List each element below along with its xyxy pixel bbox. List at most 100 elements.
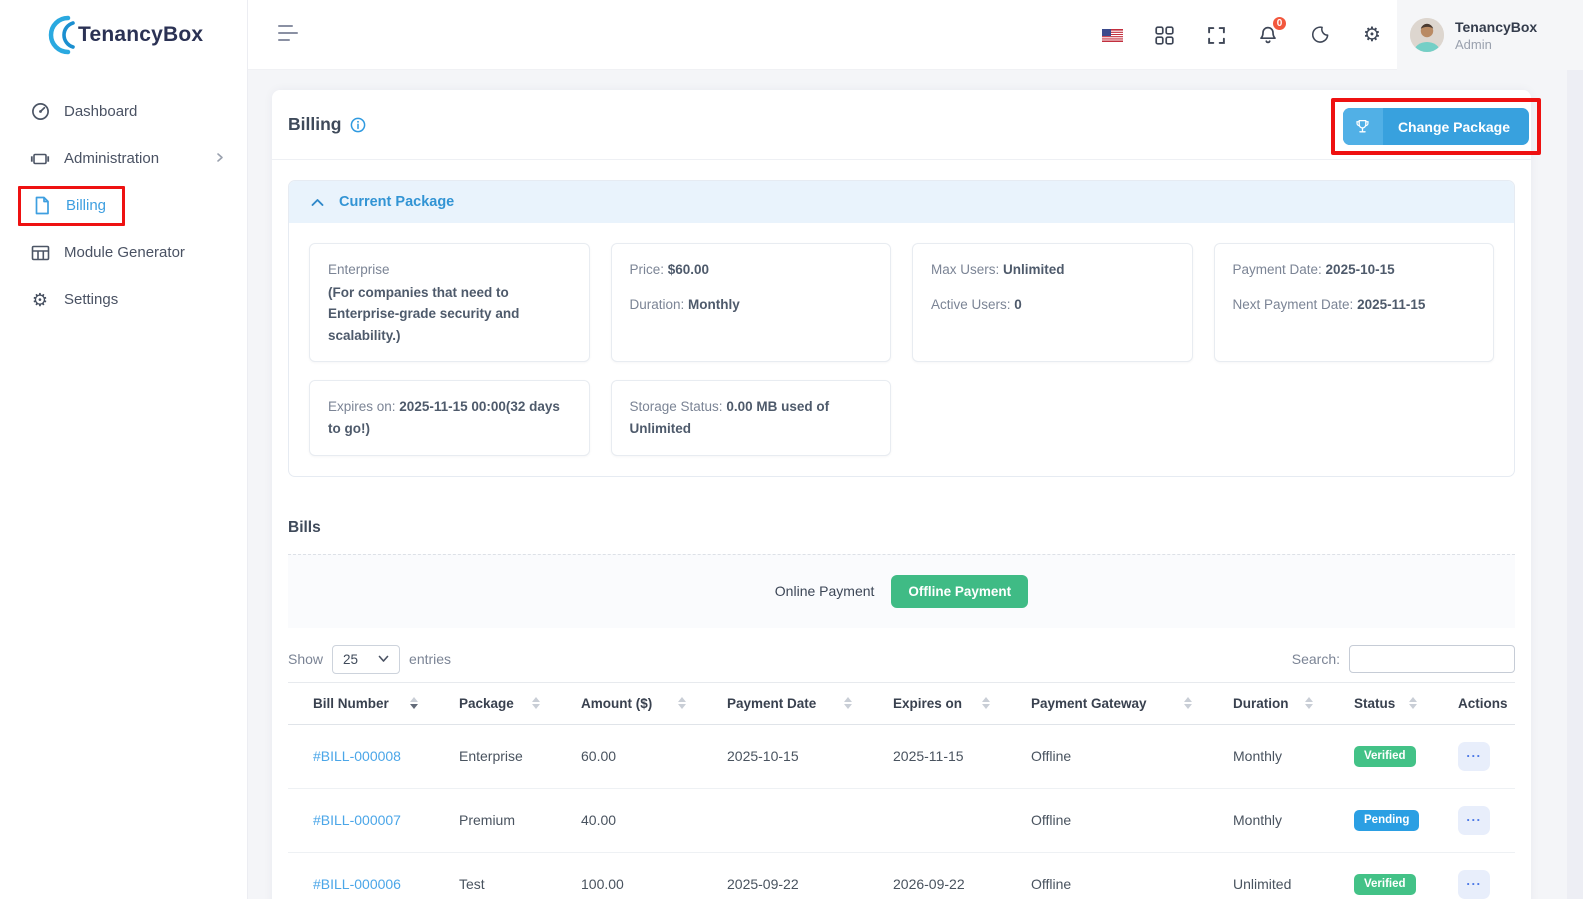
bills-section-title: Bills: [288, 518, 321, 536]
column-header-package[interactable]: Package: [434, 681, 556, 725]
column-header-expires-on[interactable]: Expires on: [868, 681, 1006, 725]
page-size-value: 25: [343, 651, 359, 667]
sort-icon: [844, 696, 852, 710]
sort-icon: [1184, 696, 1192, 710]
online-payment-button[interactable]: Online Payment: [774, 583, 875, 600]
header-icons: 0 ⚙: [1101, 0, 1383, 70]
sidebar-nav: Dashboard Administration Billing Modul: [0, 70, 247, 323]
column-header-payment-date[interactable]: Payment Date: [702, 681, 868, 725]
user-name: TenancyBox: [1455, 19, 1538, 36]
chevron-right-icon: [215, 150, 225, 167]
active-users-value: 0: [1014, 296, 1022, 312]
price-value: $60.00: [667, 262, 710, 277]
apps-grid-icon[interactable]: [1153, 24, 1175, 46]
gateway-cell: Offline: [1006, 788, 1208, 853]
page-title-row: Billing Change Package: [272, 90, 1541, 160]
amount-cell: 100.00: [556, 852, 702, 899]
table-controls: Show 25 entries Search:: [288, 644, 1515, 674]
column-header-status[interactable]: Status: [1329, 681, 1433, 725]
payment-date-cell: [702, 788, 868, 853]
price-duration-card: Price: $60.00 Duration: Monthly: [610, 243, 891, 363]
sort-icon: [1305, 696, 1313, 710]
avatar: [1410, 18, 1444, 52]
bill-number-link[interactable]: #BILL-000008: [313, 748, 401, 765]
next-payment-date-value: 2025-11-15: [1357, 296, 1426, 312]
row-actions-button[interactable]: ...: [1458, 869, 1490, 899]
amount-cell: 40.00: [556, 788, 702, 853]
expires-cell: 2025-11-15: [868, 724, 1006, 789]
current-package-panel: Current Package Enterprise (For companie…: [288, 180, 1515, 477]
column-header-bill-number[interactable]: Bill Number: [288, 681, 434, 725]
info-icon[interactable]: [350, 117, 366, 133]
duration-cell: Monthly: [1208, 724, 1329, 789]
user-menu[interactable]: TenancyBox Admin: [1397, 0, 1583, 70]
storage-card: Storage Status: 0.00 MB used of Unlimite…: [610, 380, 891, 456]
sidebar-item-dashboard[interactable]: Dashboard: [0, 88, 247, 135]
table-row: #BILL-000008 Enterprise 60.00 2025-10-15…: [288, 724, 1515, 789]
storage-value: 0.00 MB used of Unlimited: [629, 399, 830, 436]
logo-text: TenancyBox: [78, 23, 204, 46]
payment-date-cell: 2025-09-22: [702, 852, 868, 899]
expires-value: 2025-11-15 00:00(32 days to go!): [328, 399, 560, 436]
expires-card: Expires on: 2025-11-15 00:00(32 days to …: [309, 380, 590, 456]
duration-value: Monthly: [688, 296, 740, 312]
table-row: #BILL-000007 Premium 40.00 Offline Month…: [288, 788, 1515, 853]
search-label: Search:: [1291, 651, 1340, 668]
chevron-up-icon: [311, 198, 324, 206]
current-package-body: Enterprise (For companies that need to E…: [289, 223, 1514, 476]
change-package-button[interactable]: Change Package: [1342, 108, 1529, 145]
administration-icon: [30, 149, 50, 169]
column-header-payment-gateway[interactable]: Payment Gateway: [1006, 681, 1208, 725]
status-badge: Verified: [1354, 873, 1416, 895]
settings-gear-icon: ⚙: [31, 289, 49, 310]
current-package-title: Current Package: [339, 194, 455, 210]
sidebar-item-label: Settings: [64, 291, 119, 308]
bill-number-link[interactable]: #BILL-000007: [313, 812, 401, 829]
search-input[interactable]: [1349, 645, 1515, 674]
sidebar-item-administration[interactable]: Administration: [0, 135, 247, 182]
page-scrollbar[interactable]: [1567, 70, 1583, 899]
menu-toggle-icon[interactable]: [278, 25, 300, 46]
status-badge: Pending: [1354, 809, 1420, 831]
settings-gear-icon[interactable]: ⚙: [1363, 24, 1381, 46]
gateway-cell: Offline: [1006, 852, 1208, 899]
bill-number-link[interactable]: #BILL-000006: [313, 876, 401, 893]
status-badge: Verified: [1354, 745, 1416, 767]
column-header-actions: Actions: [1433, 681, 1515, 725]
module-generator-icon: [30, 243, 50, 263]
sidebar-item-billing[interactable]: Billing: [0, 182, 247, 229]
dark-mode-moon-icon[interactable]: [1309, 24, 1331, 46]
package-cell: Test: [434, 852, 556, 899]
sidebar-item-label: Billing: [66, 197, 107, 214]
current-package-header[interactable]: Current Package: [289, 181, 1514, 223]
expires-cell: 2026-09-22: [868, 852, 1006, 899]
fullscreen-icon[interactable]: [1205, 24, 1227, 46]
entries-label: entries: [409, 651, 452, 668]
logo-swoosh-icon: [48, 15, 75, 55]
language-flag-icon[interactable]: [1101, 24, 1123, 46]
dashboard-icon: [30, 102, 50, 122]
app-logo[interactable]: TenancyBox: [0, 0, 247, 70]
package-cell: Premium: [434, 788, 556, 853]
sort-icon: [1409, 696, 1417, 710]
row-actions-button[interactable]: ...: [1458, 741, 1490, 771]
sidebar-item-settings[interactable]: ⚙ Settings: [0, 276, 247, 323]
offline-payment-button[interactable]: Offline Payment: [891, 574, 1029, 608]
page-size-select[interactable]: 25: [332, 644, 401, 674]
annotation-box: Change Package: [1330, 98, 1541, 155]
trophy-icon: [1342, 108, 1383, 145]
sidebar: TenancyBox Dashboard Administration Bill…: [0, 0, 248, 899]
column-header-duration[interactable]: Duration: [1208, 681, 1329, 725]
payments-toolbar: Online Payment Offline Payment: [288, 553, 1515, 628]
sort-icon: [410, 696, 418, 710]
sidebar-item-module-generator[interactable]: Module Generator: [0, 229, 247, 276]
users-card: Max Users: Unlimited Active Users: 0: [912, 243, 1193, 363]
user-role: Admin: [1455, 36, 1492, 52]
bills-table: Bill Number Package Amount ($) Payment D…: [288, 681, 1515, 899]
top-header: 0 ⚙ TenancyBox Admin: [248, 0, 1583, 70]
column-header-amount[interactable]: Amount ($): [556, 681, 702, 725]
sort-icon: [532, 696, 540, 710]
row-actions-button[interactable]: ...: [1458, 805, 1490, 835]
package-description: (For companies that need to Enterprise-g…: [328, 284, 520, 343]
notifications-bell-icon[interactable]: 0: [1257, 15, 1288, 46]
